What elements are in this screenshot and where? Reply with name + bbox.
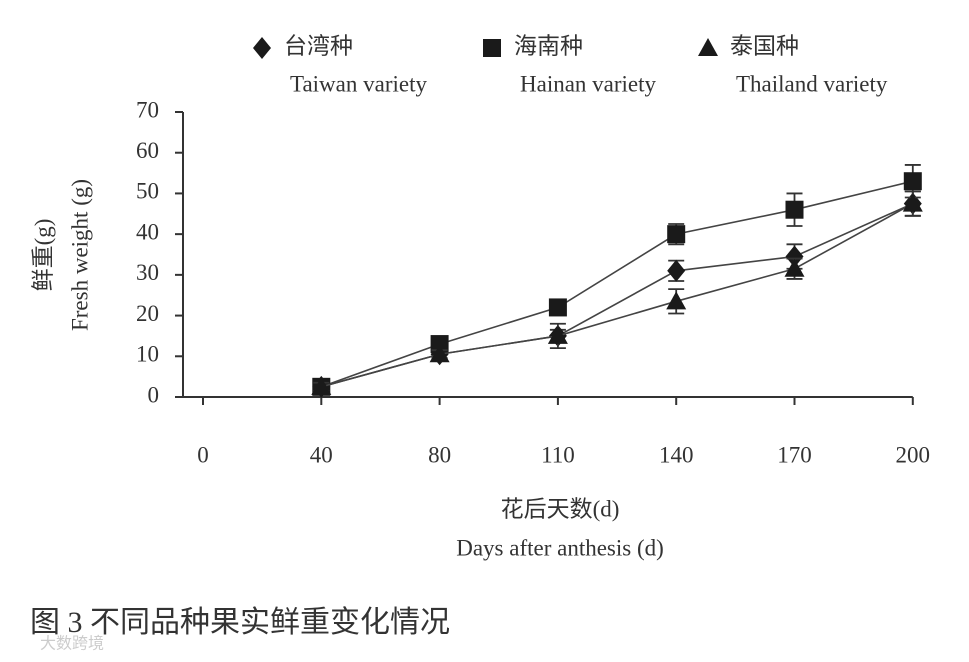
- x-tick-label: 40: [310, 442, 333, 467]
- x-tick-label: 110: [541, 442, 575, 467]
- series-line: [321, 180, 913, 388]
- marker: [902, 193, 923, 212]
- caption: 图 3 不同品种果实鲜重变化情况: [30, 606, 450, 639]
- series-line: [321, 202, 914, 388]
- x-label-en: Days after anthesis (d): [456, 535, 664, 560]
- y-tick-label: 40: [136, 219, 159, 244]
- y-tick-label: 30: [136, 260, 159, 285]
- marker: [548, 298, 567, 317]
- marker: [667, 225, 686, 244]
- y-tick-label: 70: [136, 97, 159, 122]
- marker: [667, 259, 686, 282]
- marker: [429, 344, 450, 363]
- legend-label: 台湾种: [284, 33, 353, 58]
- x-label-cn: 花后天数(d): [501, 496, 620, 521]
- y-label-cn: 鲜重(g): [30, 219, 55, 292]
- y-tick-label: 20: [136, 301, 159, 326]
- y-tick-label: 10: [136, 342, 159, 367]
- watermark: 大数跨境: [40, 634, 104, 653]
- x-tick-label: 170: [777, 442, 812, 467]
- y-label-en: Fresh weight (g): [67, 179, 92, 331]
- marker: [666, 291, 687, 310]
- x-tick-label: 140: [659, 442, 694, 467]
- x-tick-label: 200: [896, 442, 931, 467]
- x-tick-label: 80: [428, 442, 451, 467]
- legend-label: 泰国种: [730, 33, 799, 58]
- legend-label-en: Taiwan variety: [290, 71, 427, 96]
- marker: [785, 245, 804, 268]
- legend-label-en: Hainan variety: [520, 71, 657, 96]
- marker: [698, 38, 718, 56]
- legend-label: 海南种: [514, 33, 583, 58]
- y-tick-label: 60: [136, 138, 159, 163]
- marker: [483, 39, 501, 57]
- x-tick-label: 0: [197, 442, 209, 467]
- y-tick-label: 50: [136, 179, 159, 204]
- marker: [784, 258, 805, 277]
- marker: [311, 376, 332, 395]
- y-tick-label: 0: [148, 382, 160, 407]
- marker: [547, 325, 568, 344]
- marker: [903, 172, 922, 191]
- marker: [253, 37, 271, 59]
- series-line: [321, 202, 914, 388]
- legend-label-en: Thailand variety: [736, 71, 888, 96]
- marker: [785, 200, 804, 219]
- marker: [430, 335, 449, 354]
